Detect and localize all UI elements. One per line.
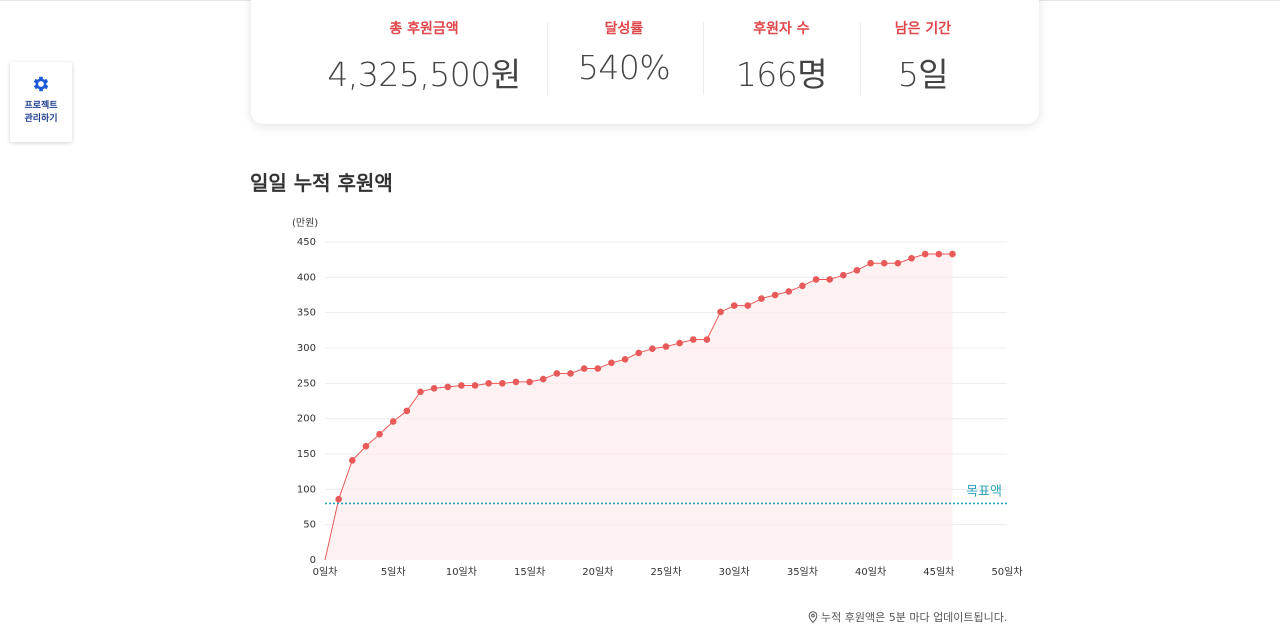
data-point <box>812 276 820 283</box>
stat-label: 달성률 <box>604 21 644 37</box>
stat-value: 540% <box>577 48 671 87</box>
data-point <box>567 370 574 377</box>
stat-divider <box>547 22 548 95</box>
stat-value: 4,325,500원 <box>327 55 521 94</box>
manage-label-line1: 프로젝트 <box>24 101 58 111</box>
y-tick-label: 400 <box>297 272 316 283</box>
data-point <box>676 339 683 347</box>
project-manage-button[interactable]: 프로젝트 관리하기 <box>10 62 72 142</box>
data-point <box>717 308 724 316</box>
data-point <box>867 259 874 267</box>
stat-divider <box>860 22 861 95</box>
data-point <box>894 259 902 267</box>
data-point <box>921 250 929 258</box>
data-point <box>799 282 806 290</box>
data-point <box>512 378 520 386</box>
data-point <box>485 380 492 387</box>
data-point <box>403 407 411 415</box>
stats-card: 총 후원금액 4,325,500원 달성률 540% 후원자 수 166명 남은… <box>251 0 1039 124</box>
data-point <box>376 430 383 438</box>
y-tick-label: 150 <box>297 449 316 460</box>
y-tick-label: 100 <box>297 484 316 495</box>
y-tick-label: 350 <box>297 308 316 319</box>
data-point <box>430 384 438 392</box>
x-tick-label: 35일차 <box>787 566 818 578</box>
stat-backer-count: 후원자 수 166명 <box>704 18 859 96</box>
x-tick-label: 30일차 <box>719 566 750 578</box>
data-point <box>389 418 397 425</box>
data-point <box>444 383 452 391</box>
y-tick-label: 50 <box>303 520 316 531</box>
y-tick-label: 450 <box>297 237 316 248</box>
data-point <box>594 365 602 372</box>
stat-label: 후원자 수 <box>753 21 810 37</box>
data-point <box>758 295 765 302</box>
data-point <box>689 336 697 343</box>
y-tick-label: 200 <box>297 414 316 425</box>
y-tick-label: 250 <box>297 378 316 389</box>
stat-value: 5일 <box>897 55 949 94</box>
map-pin-icon <box>808 611 818 624</box>
x-tick-label: 25일차 <box>650 566 681 578</box>
data-point <box>635 349 643 357</box>
data-point <box>526 378 533 386</box>
x-tick-label: 10일차 <box>446 566 477 578</box>
stat-total-amount: 총 후원금액 4,325,500원 <box>299 18 549 96</box>
stat-value: 166명 <box>735 55 828 94</box>
section-title: 일일 누적 후원액 <box>250 171 393 195</box>
x-tick-label: 45일차 <box>923 566 954 578</box>
data-point <box>621 356 629 363</box>
stat-divider <box>703 22 704 95</box>
stat-remaining-days: 남은 기간 5일 <box>861 18 985 96</box>
data-point <box>935 250 943 258</box>
stat-label: 총 후원금액 <box>389 21 459 37</box>
data-point <box>348 457 356 464</box>
data-point <box>471 382 479 389</box>
data-point <box>744 302 752 309</box>
data-point <box>730 302 738 309</box>
data-point <box>458 382 465 389</box>
data-point <box>553 370 561 377</box>
update-notice: 누적 후원액은 5분 마다 업데이트됩니다. <box>808 609 1007 625</box>
data-point <box>949 250 956 258</box>
cumulative-funding-chart: (만원) 목표액 0 50 100 150 200 250 300 350 400 450 0일차… <box>292 217 1023 578</box>
gear-icon <box>33 76 49 92</box>
stat-label: 남은 기간 <box>894 21 952 37</box>
x-tick-label: 0일차 <box>313 566 338 578</box>
data-point <box>908 254 915 262</box>
data-point <box>539 375 547 383</box>
stat-achievement-rate: 달성률 540% <box>548 18 700 87</box>
data-point <box>499 380 506 387</box>
cumulative-area <box>325 254 953 560</box>
x-tick-label: 15일차 <box>514 566 545 578</box>
target-label: 목표액 <box>966 484 1002 499</box>
update-notice-text: 누적 후원액은 5분 마다 업데이트됩니다. <box>821 611 1008 624</box>
data-point <box>649 345 656 353</box>
data-point <box>826 276 833 283</box>
data-point <box>580 365 588 372</box>
data-point <box>880 259 888 267</box>
x-tick-label: 50일차 <box>991 566 1022 578</box>
x-tick-label: 40일차 <box>855 566 886 578</box>
manage-label-line2: 관리하기 <box>24 114 58 124</box>
data-point <box>840 271 847 279</box>
data-point <box>703 336 711 343</box>
data-point <box>853 266 861 274</box>
data-point <box>362 442 370 450</box>
data-point <box>335 495 342 503</box>
data-point <box>662 343 670 350</box>
data-point <box>785 288 793 295</box>
x-tick-label: 5일차 <box>381 566 406 578</box>
x-tick-label: 20일차 <box>582 566 613 578</box>
data-point <box>771 291 779 299</box>
y-axis-unit-label: (만원) <box>292 217 318 229</box>
data-point <box>608 359 615 367</box>
y-tick-label: 300 <box>297 343 316 354</box>
y-tick-label: 0 <box>310 555 316 566</box>
data-point <box>417 388 424 396</box>
